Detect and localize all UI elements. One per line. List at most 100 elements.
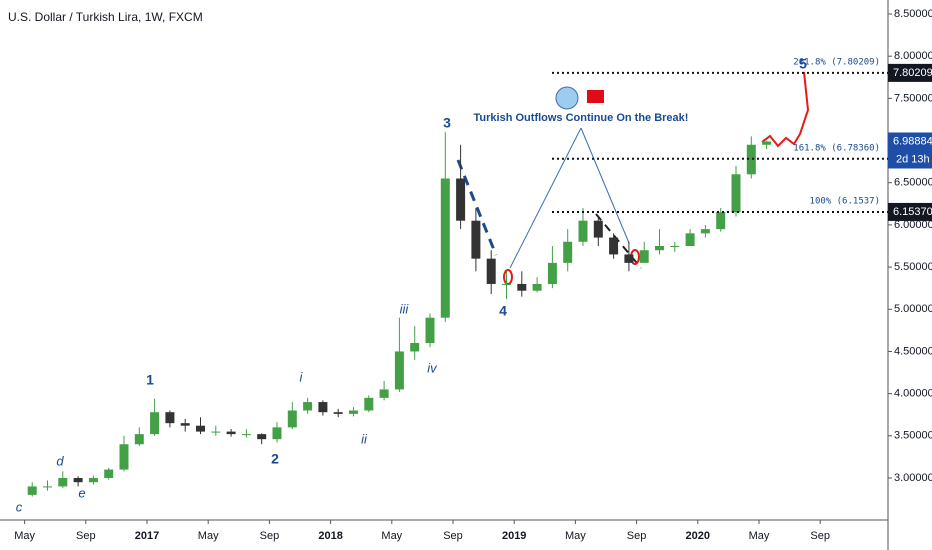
x-tick-label: 2018: [318, 530, 342, 542]
candle-body: [609, 237, 619, 255]
price-box: [888, 202, 932, 221]
x-tick-label: May: [565, 530, 586, 542]
candle-body: [73, 477, 83, 483]
y-tick-label: 5.00000: [894, 303, 932, 315]
y-tick-label: 6.50000: [894, 177, 932, 189]
fib-label: 261.8% (7.80209): [793, 57, 880, 67]
x-tick-label: May: [198, 530, 219, 542]
arrow: [509, 127, 582, 269]
candle-body: [593, 220, 603, 238]
countdown: 2d 13h: [896, 153, 930, 165]
sub-wave-label: e: [78, 485, 85, 500]
candle-body: [349, 410, 358, 414]
candle-body: [257, 434, 267, 440]
last-price-box: [888, 132, 932, 169]
candle-body: [502, 283, 511, 285]
price-box: [888, 63, 932, 82]
sub-wave-label: ii: [361, 431, 368, 446]
wave-label: 5: [799, 56, 807, 72]
candle-body: [578, 220, 588, 242]
candle-body: [150, 412, 160, 435]
price-box-label: 7.80209: [893, 67, 932, 79]
sub-wave-label: i: [300, 369, 304, 384]
candle-body: [517, 283, 527, 291]
candle-body: [241, 434, 251, 436]
candle-body: [746, 144, 756, 175]
sub-wave-label: d: [56, 453, 64, 468]
candle-body: [379, 389, 389, 398]
candle-body: [716, 212, 726, 230]
x-tick-label: May: [749, 530, 770, 542]
candle-body: [303, 402, 313, 411]
y-tick-label: 6.00000: [894, 219, 932, 231]
candle-body: [119, 444, 129, 470]
x-tick-label: May: [14, 530, 35, 542]
x-tick-label: 2017: [135, 530, 159, 542]
x-tick-label: May: [381, 530, 402, 542]
candle-body: [134, 434, 144, 445]
candle-body: [670, 245, 680, 247]
candle-body: [486, 258, 496, 284]
annotation: Turkish Outflows Continue On the Break!: [474, 112, 689, 124]
fib-label: 161.8% (6.78360): [793, 143, 880, 153]
candle-body: [700, 229, 710, 234]
candle-body: [43, 486, 52, 488]
candle-body: [27, 486, 37, 495]
wave-line: [595, 213, 642, 269]
candle-body: [731, 174, 741, 213]
candle-body: [394, 351, 404, 390]
candle-body: [471, 220, 481, 259]
candle-body: [104, 469, 114, 478]
candle-body: [440, 178, 450, 318]
candle-body: [410, 343, 420, 352]
wave-label: 4: [499, 303, 507, 319]
x-tick-label: Sep: [443, 530, 463, 542]
y-tick-label: 4.00000: [894, 388, 932, 400]
fib-label: 100% (6.1537): [810, 196, 880, 206]
y-tick-label: 7.50000: [894, 92, 932, 104]
candle-body: [624, 254, 634, 263]
candle-body: [547, 262, 557, 284]
candle-body: [425, 317, 435, 344]
x-tick-label: Sep: [627, 530, 647, 542]
x-tick-label: Sep: [810, 530, 830, 542]
y-tick-label: 8.00000: [894, 50, 932, 62]
candle-body: [364, 397, 374, 411]
projection-path: [761, 71, 810, 148]
candle-body: [196, 425, 205, 432]
y-tick-label: 8.50000: [894, 8, 932, 20]
last-price-label: 6.98884: [893, 135, 932, 147]
price-box-label: 6.15370: [893, 206, 932, 218]
candle-body: [639, 250, 649, 263]
chart-title: U.S. Dollar / Turkish Lira, 1W, FXCM: [8, 10, 203, 24]
wave-label: 3: [443, 115, 451, 131]
candle-body: [272, 427, 282, 440]
candle-body: [456, 178, 466, 221]
sub-wave-label: iii: [400, 301, 410, 316]
sub-wave-label: iv: [427, 360, 438, 375]
candle-body: [165, 412, 175, 424]
x-tick-label: 2020: [686, 530, 710, 542]
candle-body: [762, 141, 772, 145]
candle-body: [180, 423, 190, 426]
candle-body: [226, 431, 236, 435]
y-tick-label: 3.00000: [894, 472, 932, 484]
candle-body: [532, 283, 542, 291]
candle-body: [211, 431, 221, 433]
candle-body: [655, 245, 664, 251]
x-tick-label: 2019: [502, 530, 526, 542]
arrow: [580, 127, 630, 244]
flag-icon: [587, 90, 604, 103]
sub-wave-label: c: [16, 499, 23, 514]
candle-body: [287, 410, 297, 428]
emoji-icon: [555, 86, 579, 110]
candle-body: [88, 477, 98, 483]
y-tick-label: 5.50000: [894, 261, 932, 273]
x-tick-label: Sep: [260, 530, 280, 542]
candle-body: [685, 233, 695, 246]
candle-body: [318, 402, 328, 413]
wave-line: [456, 159, 498, 256]
candle-body: [563, 241, 573, 263]
